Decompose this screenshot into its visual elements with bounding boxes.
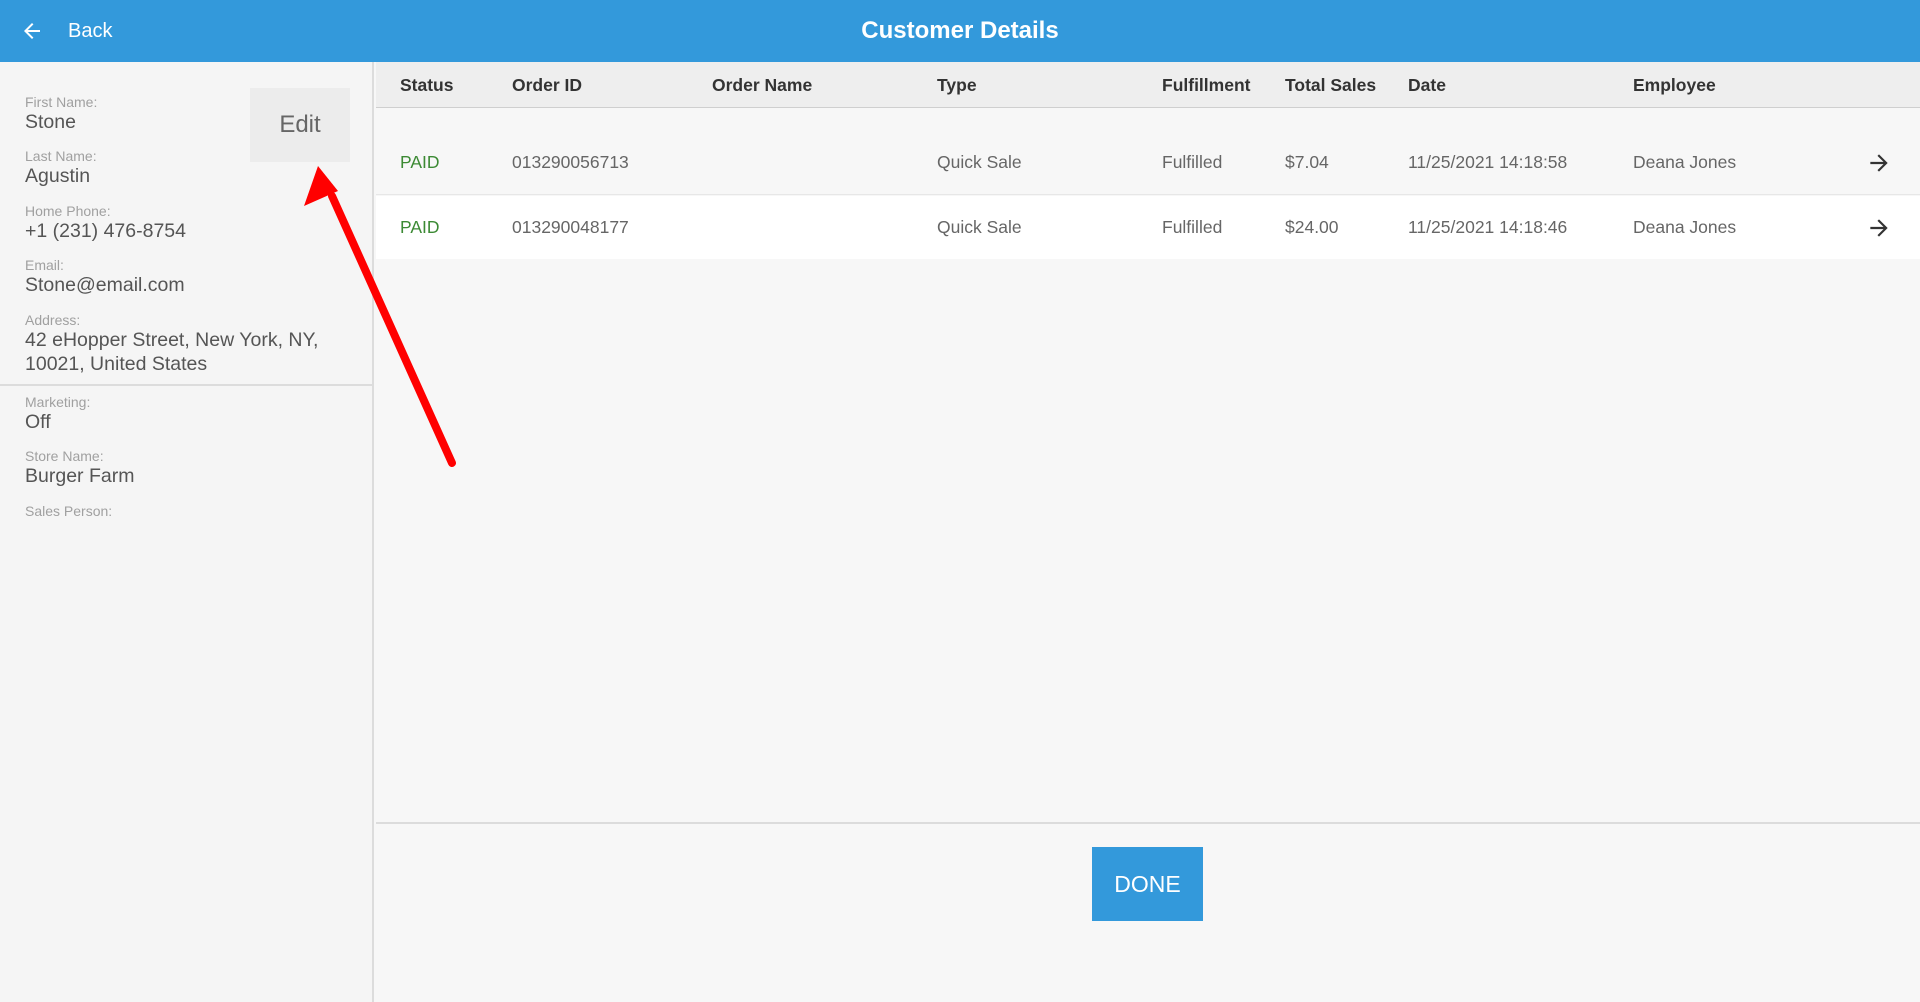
store-name-value: Burger Farm bbox=[25, 465, 135, 487]
marketing-label: Marketing: bbox=[25, 394, 91, 410]
sales-person-label: Sales Person: bbox=[25, 503, 113, 519]
address-label: Address: bbox=[25, 312, 81, 328]
order-row[interactable]: PAID 013290056713 Quick Sale Fulfilled $… bbox=[376, 131, 1920, 195]
footer-divider bbox=[376, 822, 1920, 824]
address-line1: 42 eHopper Street, New York, NY, bbox=[25, 329, 319, 351]
order-total: $24.00 bbox=[1285, 217, 1339, 237]
last-name-field: Last Name: Agustin bbox=[25, 148, 325, 188]
order-employee: Deana Jones bbox=[1633, 152, 1737, 172]
arrow-right-icon[interactable] bbox=[1866, 196, 1892, 259]
order-row[interactable]: PAID 013290048177 Quick Sale Fulfilled $… bbox=[376, 196, 1920, 259]
top-bar: Back Customer Details bbox=[0, 0, 1920, 62]
orders-panel: Status Order ID Order Name Type Fulfillm… bbox=[376, 62, 1920, 1002]
order-date: 11/25/2021 14:18:46 bbox=[1408, 217, 1568, 237]
address-line2: 10021, United States bbox=[25, 353, 208, 375]
sales-person-field: Sales Person: bbox=[25, 503, 325, 519]
email-label: Email: bbox=[25, 257, 64, 273]
first-name-field: First Name: Stone bbox=[25, 94, 325, 134]
page-title: Customer Details bbox=[861, 17, 1059, 44]
back-button[interactable]: Back bbox=[20, 0, 112, 62]
first-name-label: First Name: bbox=[25, 94, 98, 110]
customer-info-panel: First Name: Stone Last Name: Agustin Hom… bbox=[0, 62, 374, 1002]
email-field: Email: Stone@email.com bbox=[25, 257, 325, 297]
order-employee: Deana Jones bbox=[1633, 217, 1737, 237]
order-id: 013290056713 bbox=[512, 152, 629, 172]
order-status: PAID bbox=[400, 217, 440, 237]
back-label: Back bbox=[68, 19, 113, 42]
first-name-value: Stone bbox=[25, 111, 76, 133]
home-phone-value: +1 (231) 476-8754 bbox=[25, 220, 186, 242]
sidebar-divider bbox=[0, 384, 374, 386]
column-order-id[interactable]: Order ID bbox=[512, 75, 583, 95]
column-type[interactable]: Type bbox=[937, 75, 977, 95]
column-status[interactable]: Status bbox=[400, 75, 454, 95]
marketing-field: Marketing: Off bbox=[25, 394, 325, 434]
edit-button[interactable]: Edit bbox=[250, 88, 350, 162]
marketing-value: Off bbox=[25, 411, 51, 433]
done-button[interactable]: DONE bbox=[1092, 847, 1203, 921]
column-total-sales[interactable]: Total Sales bbox=[1285, 75, 1377, 95]
arrow-left-icon bbox=[20, 19, 44, 43]
order-date: 11/25/2021 14:18:58 bbox=[1408, 152, 1568, 172]
home-phone-label: Home Phone: bbox=[25, 203, 111, 219]
order-type: Quick Sale bbox=[937, 217, 1022, 237]
column-order-name[interactable]: Order Name bbox=[712, 75, 813, 95]
store-name-label: Store Name: bbox=[25, 448, 104, 464]
order-type: Quick Sale bbox=[937, 152, 1022, 172]
email-value: Stone@email.com bbox=[25, 274, 185, 296]
store-name-field: Store Name: Burger Farm bbox=[25, 448, 325, 488]
order-fulfillment: Fulfilled bbox=[1162, 217, 1223, 237]
home-phone-field: Home Phone: +1 (231) 476-8754 bbox=[25, 203, 325, 243]
last-name-label: Last Name: bbox=[25, 148, 97, 164]
order-id: 013290048177 bbox=[512, 217, 629, 237]
column-employee[interactable]: Employee bbox=[1633, 75, 1716, 95]
order-status: PAID bbox=[400, 152, 440, 172]
order-fulfillment: Fulfilled bbox=[1162, 152, 1223, 172]
address-field: Address: 42 eHopper Street, New York, NY… bbox=[25, 312, 325, 376]
column-fulfillment[interactable]: Fulfillment bbox=[1162, 75, 1251, 95]
arrow-right-icon[interactable] bbox=[1866, 131, 1892, 194]
order-total: $7.04 bbox=[1285, 152, 1329, 172]
orders-table-header: Status Order ID Order Name Type Fulfillm… bbox=[376, 62, 1920, 108]
last-name-value: Agustin bbox=[25, 165, 91, 187]
column-date[interactable]: Date bbox=[1408, 75, 1446, 95]
